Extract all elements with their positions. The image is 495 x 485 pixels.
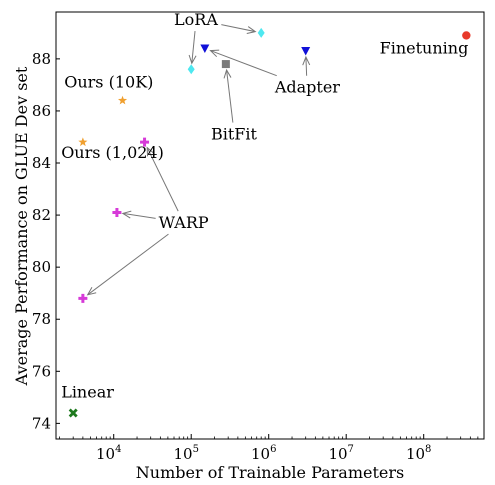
- arrow-head: [209, 49, 220, 58]
- annotation-lora: LoRA: [174, 10, 218, 29]
- x-tick-label: 104: [96, 444, 121, 463]
- arrow-head: [121, 210, 132, 219]
- y-tick-label: 84: [32, 154, 51, 172]
- y-tick-label: 88: [32, 50, 51, 68]
- point-adapter-2: [301, 47, 311, 56]
- y-tick-label: 76: [32, 362, 51, 380]
- arrow-head: [188, 54, 197, 65]
- annotation-ours-1-024: Ours (1,024): [61, 143, 164, 162]
- arrow-line: [226, 69, 234, 123]
- point-linear: [68, 408, 78, 418]
- point-ours-10k: [117, 95, 128, 105]
- annotation-ours-10k: Ours (10K): [64, 73, 153, 92]
- arrow-line: [146, 147, 179, 212]
- x-tick-label: 108: [406, 444, 431, 463]
- point-warp-2: [112, 207, 122, 217]
- arrow-line: [87, 233, 169, 296]
- y-axis-label: Average Performance on GLUE Dev set: [12, 66, 31, 386]
- annotation-adapter: Adapter: [274, 78, 340, 97]
- y-tick-label: 86: [32, 102, 51, 120]
- annotations: LoRA Adapter BitFit Finetuning Ours (10K) Our…: [61, 10, 468, 401]
- point-lora-1: [187, 64, 195, 75]
- y-tick-label: 82: [32, 206, 51, 224]
- arrow-head: [146, 146, 155, 157]
- annotation-linear: Linear: [61, 382, 114, 401]
- arrow-head: [246, 26, 257, 34]
- arrow-line: [221, 24, 256, 33]
- arrow-line: [305, 57, 308, 76]
- plot-frame: [55, 11, 485, 440]
- arrow-line: [210, 50, 277, 77]
- point-finetuning: [462, 31, 471, 40]
- arrow-head: [302, 55, 311, 66]
- point-bitfit: [221, 60, 230, 69]
- point-adapter-1: [200, 44, 210, 53]
- arrow-head: [223, 68, 232, 79]
- point-lora-2: [257, 27, 265, 38]
- annotation-bitfit: BitFit: [211, 125, 258, 144]
- point-warp-3: [78, 293, 88, 303]
- x-tick-label: 107: [328, 444, 353, 463]
- arrow-line: [191, 30, 196, 64]
- y-tick-label: 74: [32, 414, 51, 432]
- y-tick-label: 78: [32, 310, 51, 328]
- x-tick-label: 105: [173, 444, 198, 463]
- x-tick-label: 106: [251, 444, 276, 463]
- axis-ticks: 74 76 78 80 82 84 86 88 104 105 106 107 108: [32, 50, 485, 463]
- x-axis-label: Number of Trainable Parameters: [136, 463, 404, 482]
- y-tick-label: 80: [32, 258, 51, 276]
- annotation-warp: WARP: [159, 213, 209, 232]
- data-points: [68, 27, 471, 418]
- annotation-finetuning: Finetuning: [380, 39, 469, 58]
- annotation-arrows: [86, 24, 311, 296]
- arrow-line: [122, 212, 156, 219]
- point-warp-1: [140, 137, 150, 147]
- arrow-head: [86, 286, 97, 296]
- point-ours-1024: [78, 137, 88, 147]
